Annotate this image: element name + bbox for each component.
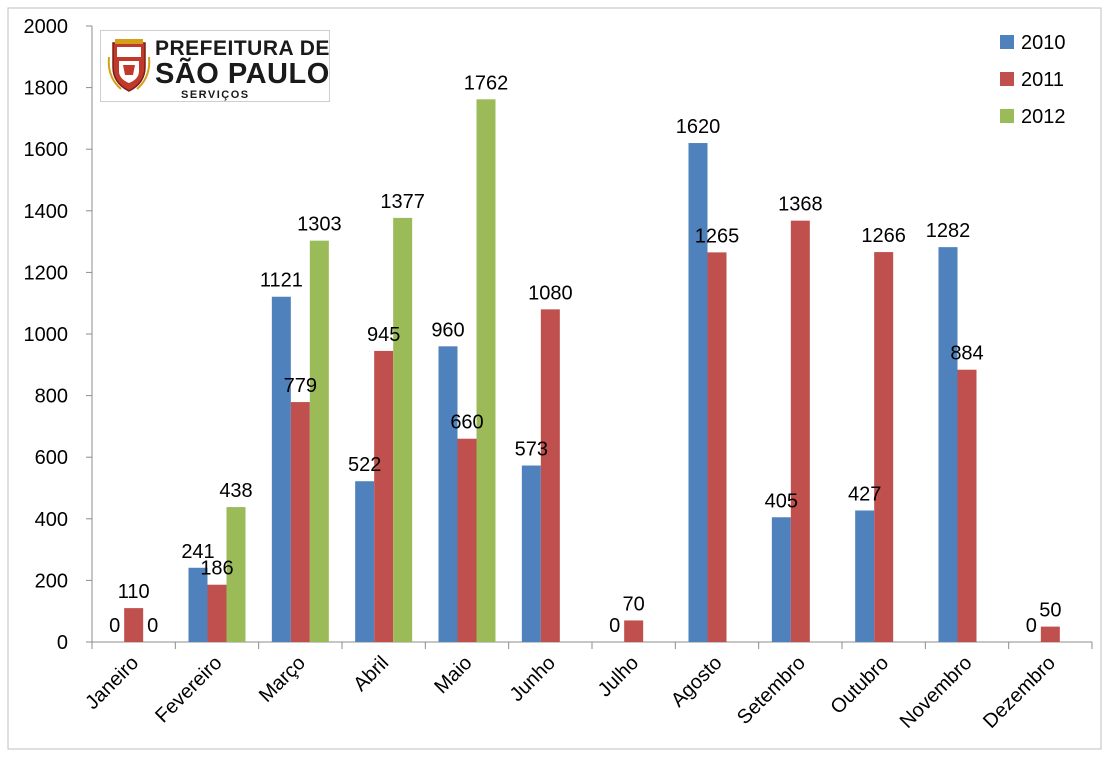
y-tick-label: 1400 — [24, 201, 69, 223]
bar-2011 — [707, 252, 727, 642]
data-label-2010: 522 — [348, 454, 381, 476]
chart-border — [7, 7, 1102, 750]
y-axis: 0 200 400 600 800 1000 1200 1400 1600 1800 2000 — [24, 16, 93, 654]
bar-2011 — [290, 402, 310, 642]
data-label-2010: 1282 — [926, 220, 971, 242]
data-label-2010: 241 — [181, 541, 214, 563]
bar-2010 — [688, 143, 708, 643]
bar-2011 — [374, 350, 394, 642]
bar-2010 — [521, 465, 541, 642]
x-tick-label: Abril — [349, 652, 393, 696]
x-tick-label: Fevereiro — [151, 652, 226, 727]
data-label-2011: 1265 — [695, 225, 740, 247]
legend-swatch — [1000, 35, 1014, 49]
y-tick-label: 1800 — [24, 78, 69, 100]
data-label-2012: 0 — [147, 615, 158, 637]
bars — [124, 99, 1060, 643]
legend: 2010 2011 2012 — [1000, 32, 1066, 128]
bar-2010 — [438, 346, 458, 642]
x-tick-label: Dezembro — [979, 652, 1060, 733]
bar-2011 — [790, 220, 810, 642]
city-crest-icon — [107, 39, 151, 92]
data-label-2011: 70 — [623, 593, 645, 615]
legend-swatch — [1000, 109, 1014, 123]
bar-2011 — [124, 608, 144, 642]
bar-2012 — [476, 99, 496, 642]
data-label-2010: 960 — [431, 319, 464, 341]
x-tick-label: Novembro — [896, 652, 977, 733]
bar-2011 — [874, 252, 894, 642]
data-label-2010: 405 — [765, 490, 798, 512]
bar-2011 — [540, 309, 560, 642]
y-tick-label: 1000 — [24, 324, 69, 346]
bar-2010 — [938, 247, 958, 643]
data-label-2011: 50 — [1039, 600, 1061, 622]
bar-2011 — [624, 620, 644, 642]
bar-2011 — [207, 584, 227, 642]
data-label-2010: 0 — [609, 615, 620, 637]
data-label-2011: 1368 — [778, 194, 823, 216]
logo-line-1: PREFEITURA DE — [155, 37, 330, 60]
x-tick-label: Maio — [430, 652, 476, 698]
data-label-2011: 1266 — [861, 225, 906, 247]
bar-2012 — [393, 217, 413, 642]
bar-2010 — [855, 510, 875, 642]
data-label-2011: 110 — [118, 581, 150, 603]
x-tick-label: Junho — [506, 652, 560, 706]
y-tick-label: 1200 — [24, 262, 69, 284]
data-label-2011: 884 — [950, 343, 983, 365]
data-label-2010: 573 — [515, 439, 548, 461]
data-label-2011: 660 — [450, 412, 483, 434]
data-label-2012: 1377 — [380, 191, 425, 213]
data-label-2010: 427 — [848, 483, 881, 505]
prefeitura-logo: PREFEITURA DE SÃO PAULO SERVIÇOS — [100, 30, 330, 102]
data-label-2012: 1303 — [297, 214, 342, 236]
bar-2011 — [1040, 626, 1060, 642]
y-tick-label: 0 — [57, 632, 68, 654]
data-label-2011: 1080 — [528, 282, 573, 304]
y-tick-label: 400 — [35, 509, 68, 531]
bar-2010 — [355, 481, 375, 642]
y-tick-label: 600 — [35, 447, 68, 469]
y-tick-label: 1600 — [24, 139, 69, 161]
legend-label: 2012 — [1021, 106, 1066, 128]
x-tick-label: Janeiro — [81, 652, 143, 714]
legend-label: 2011 — [1021, 69, 1064, 91]
x-tick-label: Março — [255, 652, 310, 707]
y-tick-label: 2000 — [24, 16, 69, 38]
bar-2012 — [309, 240, 329, 642]
data-label-2011: 779 — [284, 375, 317, 397]
data-label-2011: 945 — [367, 324, 400, 346]
data-label-2010: 0 — [1026, 615, 1037, 637]
y-tick-label: 200 — [35, 570, 68, 592]
bar-2010 — [771, 517, 791, 642]
x-tick-label: Agosto — [667, 652, 727, 712]
data-label-2012: 438 — [219, 480, 252, 502]
bar-2010 — [271, 296, 291, 642]
bar-2011 — [957, 369, 977, 642]
legend-swatch — [1000, 72, 1014, 86]
x-tick-label: Outubro — [827, 652, 894, 719]
legend-label: 2010 — [1021, 32, 1066, 54]
bar-2011 — [457, 438, 477, 642]
logo-line-3: SERVIÇOS — [181, 89, 250, 101]
y-tick-label: 800 — [35, 386, 68, 408]
logo-line-2: SÃO PAULO — [155, 58, 330, 90]
bar-2012 — [226, 507, 246, 642]
data-label-2012: 1762 — [464, 72, 509, 94]
bar-2010 — [188, 567, 208, 642]
data-label-2010: 1121 — [260, 270, 303, 292]
data-label-2010: 1620 — [676, 116, 721, 138]
x-axis: Janeiro Fevereiro Março Abril Maio Junho Julho… — [81, 641, 1093, 733]
x-tick-label: Setembro — [733, 652, 810, 729]
x-tick-label: Julho — [594, 652, 643, 701]
data-label-2010: 0 — [109, 615, 120, 637]
data-label-2011: 186 — [200, 558, 233, 580]
